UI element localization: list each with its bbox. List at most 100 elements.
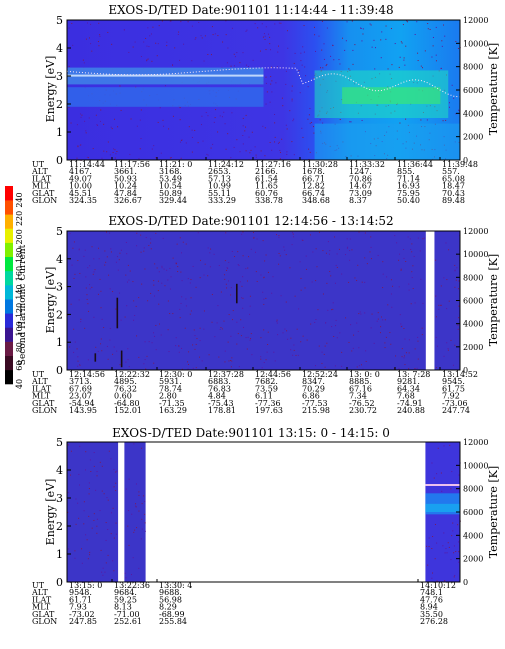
speckle — [443, 355, 445, 357]
speckle — [99, 35, 101, 37]
speckle — [147, 27, 149, 29]
panel-3-title: EXOS-D/TED Date:901101 13:15: 0 - 14:15:… — [112, 426, 390, 440]
speckle — [151, 148, 153, 150]
colorbar-cell — [5, 228, 13, 243]
speckle — [209, 252, 211, 254]
orbit-value: 333.29 — [208, 196, 236, 205]
speckle — [213, 253, 215, 255]
speckle — [242, 134, 244, 136]
speckle — [240, 335, 242, 337]
speckle — [364, 281, 366, 283]
speckle — [390, 279, 392, 281]
speckle — [442, 120, 444, 122]
speckle — [127, 264, 129, 266]
speckle — [291, 90, 293, 92]
speckle — [110, 533, 112, 535]
speckle — [199, 356, 201, 358]
speckle — [227, 341, 229, 343]
speckle — [78, 299, 80, 301]
speckle — [144, 341, 146, 343]
speckle — [375, 47, 377, 49]
speckle — [443, 277, 445, 279]
speckle — [127, 525, 129, 527]
speckle — [67, 548, 69, 550]
speckle — [240, 319, 242, 321]
orbit-value: 3713. — [69, 377, 92, 386]
speckle — [249, 152, 251, 154]
speckle — [203, 274, 205, 276]
speckle — [180, 157, 182, 159]
speckle — [211, 321, 213, 323]
speckle — [160, 334, 162, 336]
speckle — [145, 368, 147, 370]
speckle — [304, 287, 306, 289]
speckle — [431, 548, 433, 550]
orbit-value: 11:30:28 — [302, 160, 338, 169]
speckle — [326, 63, 328, 65]
speckle — [314, 365, 316, 367]
speckle — [177, 33, 179, 35]
speckle — [239, 281, 241, 283]
speckle — [180, 21, 182, 23]
speckle — [284, 249, 286, 251]
speckle — [176, 243, 178, 245]
orbit-row-label: MLT — [32, 603, 51, 612]
y-tick-label: 0 — [56, 576, 63, 589]
speckle — [169, 313, 171, 315]
orbit-row-label: GLAT — [32, 189, 55, 198]
colorbar-tick-label: 80 — [15, 342, 24, 352]
speckle — [224, 361, 226, 363]
speckle — [179, 119, 181, 121]
speckle — [223, 111, 225, 113]
speckle — [443, 24, 445, 26]
speckle — [97, 41, 99, 43]
speckle — [211, 26, 213, 28]
speckle — [281, 138, 283, 140]
speckle — [74, 273, 76, 275]
spectrogram-segment — [434, 231, 461, 370]
speckle — [339, 119, 341, 121]
speckle — [265, 297, 267, 299]
speckle — [351, 20, 353, 22]
y2-tick-label: 4000 — [463, 531, 483, 540]
orbit-value: 66.74 — [302, 189, 325, 198]
speckle — [89, 554, 91, 556]
speckle — [317, 309, 319, 311]
orbit-value: 61.54 — [255, 174, 278, 183]
speckle — [392, 285, 394, 287]
orbit-value: 70.43 — [442, 189, 465, 198]
speckle — [108, 450, 110, 452]
speckle — [435, 54, 437, 56]
speckle — [261, 23, 263, 25]
speckle — [199, 327, 201, 329]
speckle — [385, 38, 387, 40]
speckle — [90, 471, 92, 473]
orbit-value: -74.91 — [397, 399, 423, 408]
speckle — [263, 362, 265, 364]
speckle — [125, 274, 127, 276]
spectrogram-segment — [66, 20, 461, 161]
speckle — [150, 248, 152, 250]
speckle — [252, 232, 254, 234]
speckle — [77, 360, 79, 362]
speckle — [357, 330, 359, 332]
speckle — [326, 27, 328, 29]
spectrogram-segment — [124, 442, 146, 583]
colorbar-cell — [5, 242, 13, 258]
speckle — [250, 333, 252, 335]
speckle — [115, 490, 117, 492]
speckle — [276, 319, 278, 321]
speckle — [285, 124, 287, 126]
speckle — [245, 337, 247, 339]
speckle — [405, 352, 407, 354]
speckle — [427, 564, 429, 566]
speckle — [189, 282, 191, 284]
speckle — [175, 263, 177, 265]
speckle — [249, 305, 251, 307]
speckle — [87, 558, 89, 560]
orbit-row-label: GLON — [32, 196, 57, 205]
orbit-value: 329.44 — [159, 196, 187, 205]
speckle — [458, 280, 460, 282]
speckle — [295, 354, 297, 356]
speckle — [242, 125, 244, 127]
